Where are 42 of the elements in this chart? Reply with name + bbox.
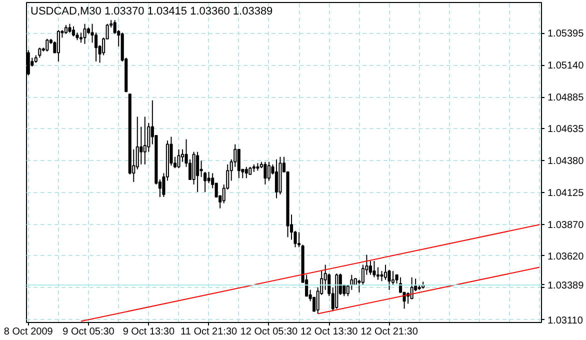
ref-line-label: 1.03389 xyxy=(548,280,584,292)
y-tick-label: 1.03620 xyxy=(548,251,584,262)
candlestick xyxy=(83,23,86,44)
candlestick xyxy=(267,161,270,182)
candlestick xyxy=(207,171,210,184)
candlestick xyxy=(384,264,388,280)
candlestick xyxy=(177,148,180,169)
candlestick xyxy=(143,116,146,165)
candlestick xyxy=(46,38,49,52)
candlestick xyxy=(237,148,240,179)
candlestick xyxy=(79,32,83,44)
x-tick-label: 12 Oct 05:30 xyxy=(240,326,298,338)
candlestick xyxy=(140,126,143,165)
candlestick xyxy=(376,266,380,280)
candlestick xyxy=(244,166,248,179)
candlestick xyxy=(196,151,200,192)
candlestick xyxy=(38,47,42,58)
candlestick xyxy=(264,161,267,185)
x-tick-label: 12 Oct 13:30 xyxy=(300,326,358,338)
candlestick xyxy=(298,232,301,248)
x-tick-label: 11 Oct 21:30 xyxy=(180,326,238,338)
candlestick xyxy=(388,269,391,290)
y-tick-label: 1.05140 xyxy=(548,60,584,72)
y-tick-label: 1.04885 xyxy=(548,92,584,104)
candlestick xyxy=(380,270,384,282)
y-tick-label: 1.03110 xyxy=(548,315,584,326)
y-tick-label: 1.04635 xyxy=(548,124,584,136)
candlestick xyxy=(274,158,278,199)
candlestick xyxy=(368,260,372,276)
chart-title: USDCAD,M30 1.03370 1.03415 1.03360 1.03389 xyxy=(30,6,273,18)
candlestick xyxy=(372,260,376,278)
x-tick-label: 8 Oct 2009 xyxy=(4,326,54,338)
x-tick-label: 9 Oct 05:30 xyxy=(62,326,115,338)
candlestick xyxy=(136,116,139,170)
y-tick-label: 1.04380 xyxy=(548,156,584,168)
x-tick-label: 12 Oct 21:30 xyxy=(360,326,418,338)
y-tick-label: 1.05395 xyxy=(548,28,584,40)
y-tick-label: 1.03870 xyxy=(548,220,584,232)
candlestick xyxy=(72,26,76,37)
y-tick-label: 1.04125 xyxy=(548,188,584,200)
x-tick-label: 9 Oct 13:30 xyxy=(122,326,175,338)
candlestick xyxy=(56,30,60,62)
